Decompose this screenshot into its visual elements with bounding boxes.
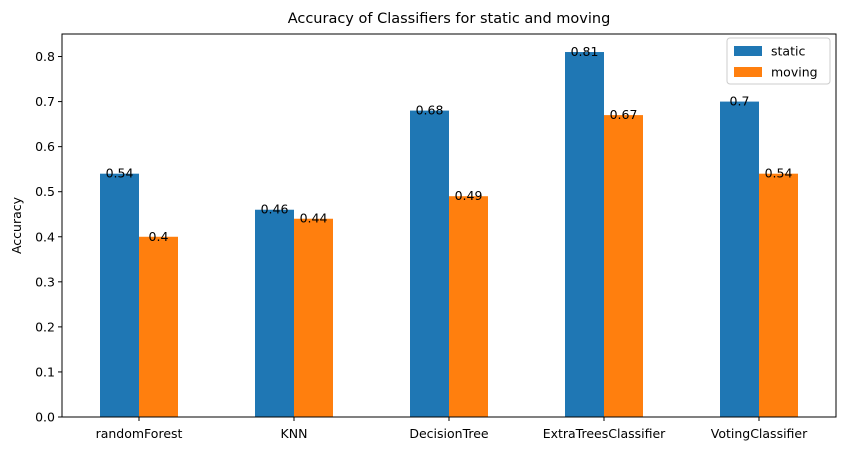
y-tick-label: 0.0 <box>35 410 55 425</box>
bar-static-randomForest <box>100 173 139 417</box>
y-tick-label: 0.3 <box>35 274 55 289</box>
bar-moving-randomForest <box>139 236 178 417</box>
data-label-static-randomForest: 0.54 <box>106 166 134 181</box>
bar-static-VotingClassifier <box>720 101 759 418</box>
legend-swatch-moving <box>734 67 762 77</box>
x-tick-label: randomForest <box>96 426 183 441</box>
y-tick-label: 0.6 <box>35 139 55 154</box>
axis-ticks: randomForest KNN DecisionTree ExtraTreesCla… <box>35 49 808 441</box>
data-labels: 0.54 0.46 0.68 0.81 0.7 0.4 0.44 0.49 0.67 0.54 <box>106 44 793 244</box>
data-label-moving-VotingClassifier: 0.54 <box>765 166 793 181</box>
bar-moving-KNN <box>294 218 333 417</box>
data-label-moving-DecisionTree: 0.49 <box>455 188 483 203</box>
bar-moving-ExtraTreesClassifier <box>604 115 643 417</box>
x-tick-label: KNN <box>281 426 308 441</box>
y-tick-label: 0.2 <box>35 319 55 334</box>
data-label-moving-ExtraTreesClassifier: 0.67 <box>610 107 638 122</box>
plot-frame <box>61 33 837 418</box>
data-label-moving-KNN: 0.44 <box>300 211 328 226</box>
bar-static-DecisionTree <box>410 110 449 417</box>
legend-label-static: static <box>771 44 805 59</box>
bar-moving-DecisionTree <box>449 196 488 417</box>
data-label-static-VotingClassifier: 0.7 <box>730 94 750 109</box>
legend-label-moving: moving <box>771 65 818 80</box>
data-label-static-KNN: 0.46 <box>261 202 289 217</box>
data-label-moving-randomForest: 0.4 <box>149 229 169 244</box>
y-tick-label: 0.4 <box>35 229 55 244</box>
bar-moving-VotingClassifier <box>759 173 798 417</box>
data-label-static-ExtraTreesClassifier: 0.81 <box>571 44 599 59</box>
y-tick-label: 0.8 <box>35 49 55 64</box>
bar-static-ExtraTreesClassifier <box>565 52 604 417</box>
chart-title: Accuracy of Classifiers for static and m… <box>288 11 611 27</box>
legend: static moving <box>726 37 831 85</box>
x-tick-label: DecisionTree <box>409 426 489 441</box>
x-tick-label: VotingClassifier <box>711 426 808 441</box>
y-tick-label: 0.7 <box>35 94 55 109</box>
y-axis-label: Accuracy <box>9 196 24 254</box>
x-tick-label: ExtraTreesClassifier <box>543 426 666 441</box>
legend-swatch-static <box>734 46 762 56</box>
bar-static-KNN <box>255 209 294 417</box>
y-tick-label: 0.5 <box>35 184 55 199</box>
y-tick-label: 0.1 <box>35 364 55 379</box>
bars <box>100 52 798 418</box>
data-label-static-DecisionTree: 0.68 <box>416 103 444 118</box>
